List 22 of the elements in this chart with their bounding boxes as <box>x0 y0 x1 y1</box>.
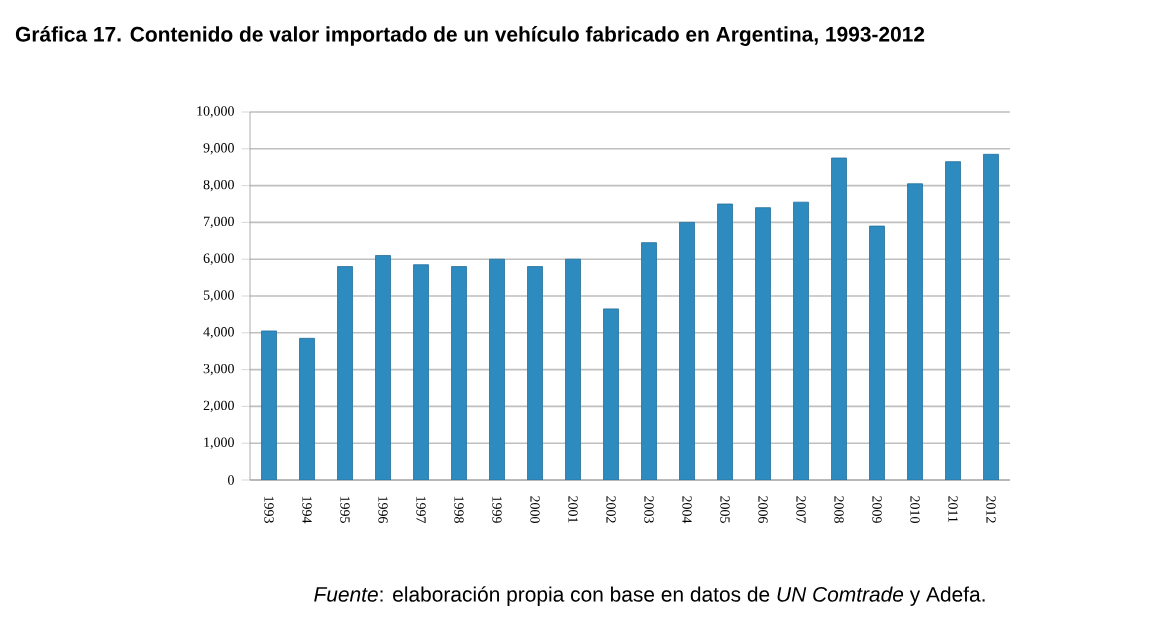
bar <box>717 203 733 480</box>
bar <box>489 258 505 480</box>
bar <box>261 330 277 480</box>
bar <box>641 242 657 480</box>
bar <box>793 201 809 480</box>
bar <box>603 308 619 480</box>
bar <box>375 255 391 480</box>
bar <box>413 264 429 480</box>
bar <box>907 183 923 480</box>
bar <box>945 161 961 480</box>
bar <box>451 266 467 480</box>
bar <box>527 266 543 480</box>
bar <box>983 153 999 480</box>
bar <box>831 157 847 480</box>
bar <box>755 207 771 480</box>
bar <box>299 337 315 480</box>
chart-title: Gráfica 17. Contenido de valor importado de un vehículo fabricado en Argentina, 1993-2012 <box>15 26 925 46</box>
text: Fuente: elaboración propia con base en datos de UN Comtrade y Adefa. <box>314 586 985 606</box>
bar <box>337 266 353 480</box>
bar <box>869 225 885 480</box>
bar <box>679 222 695 480</box>
bar <box>565 258 581 480</box>
